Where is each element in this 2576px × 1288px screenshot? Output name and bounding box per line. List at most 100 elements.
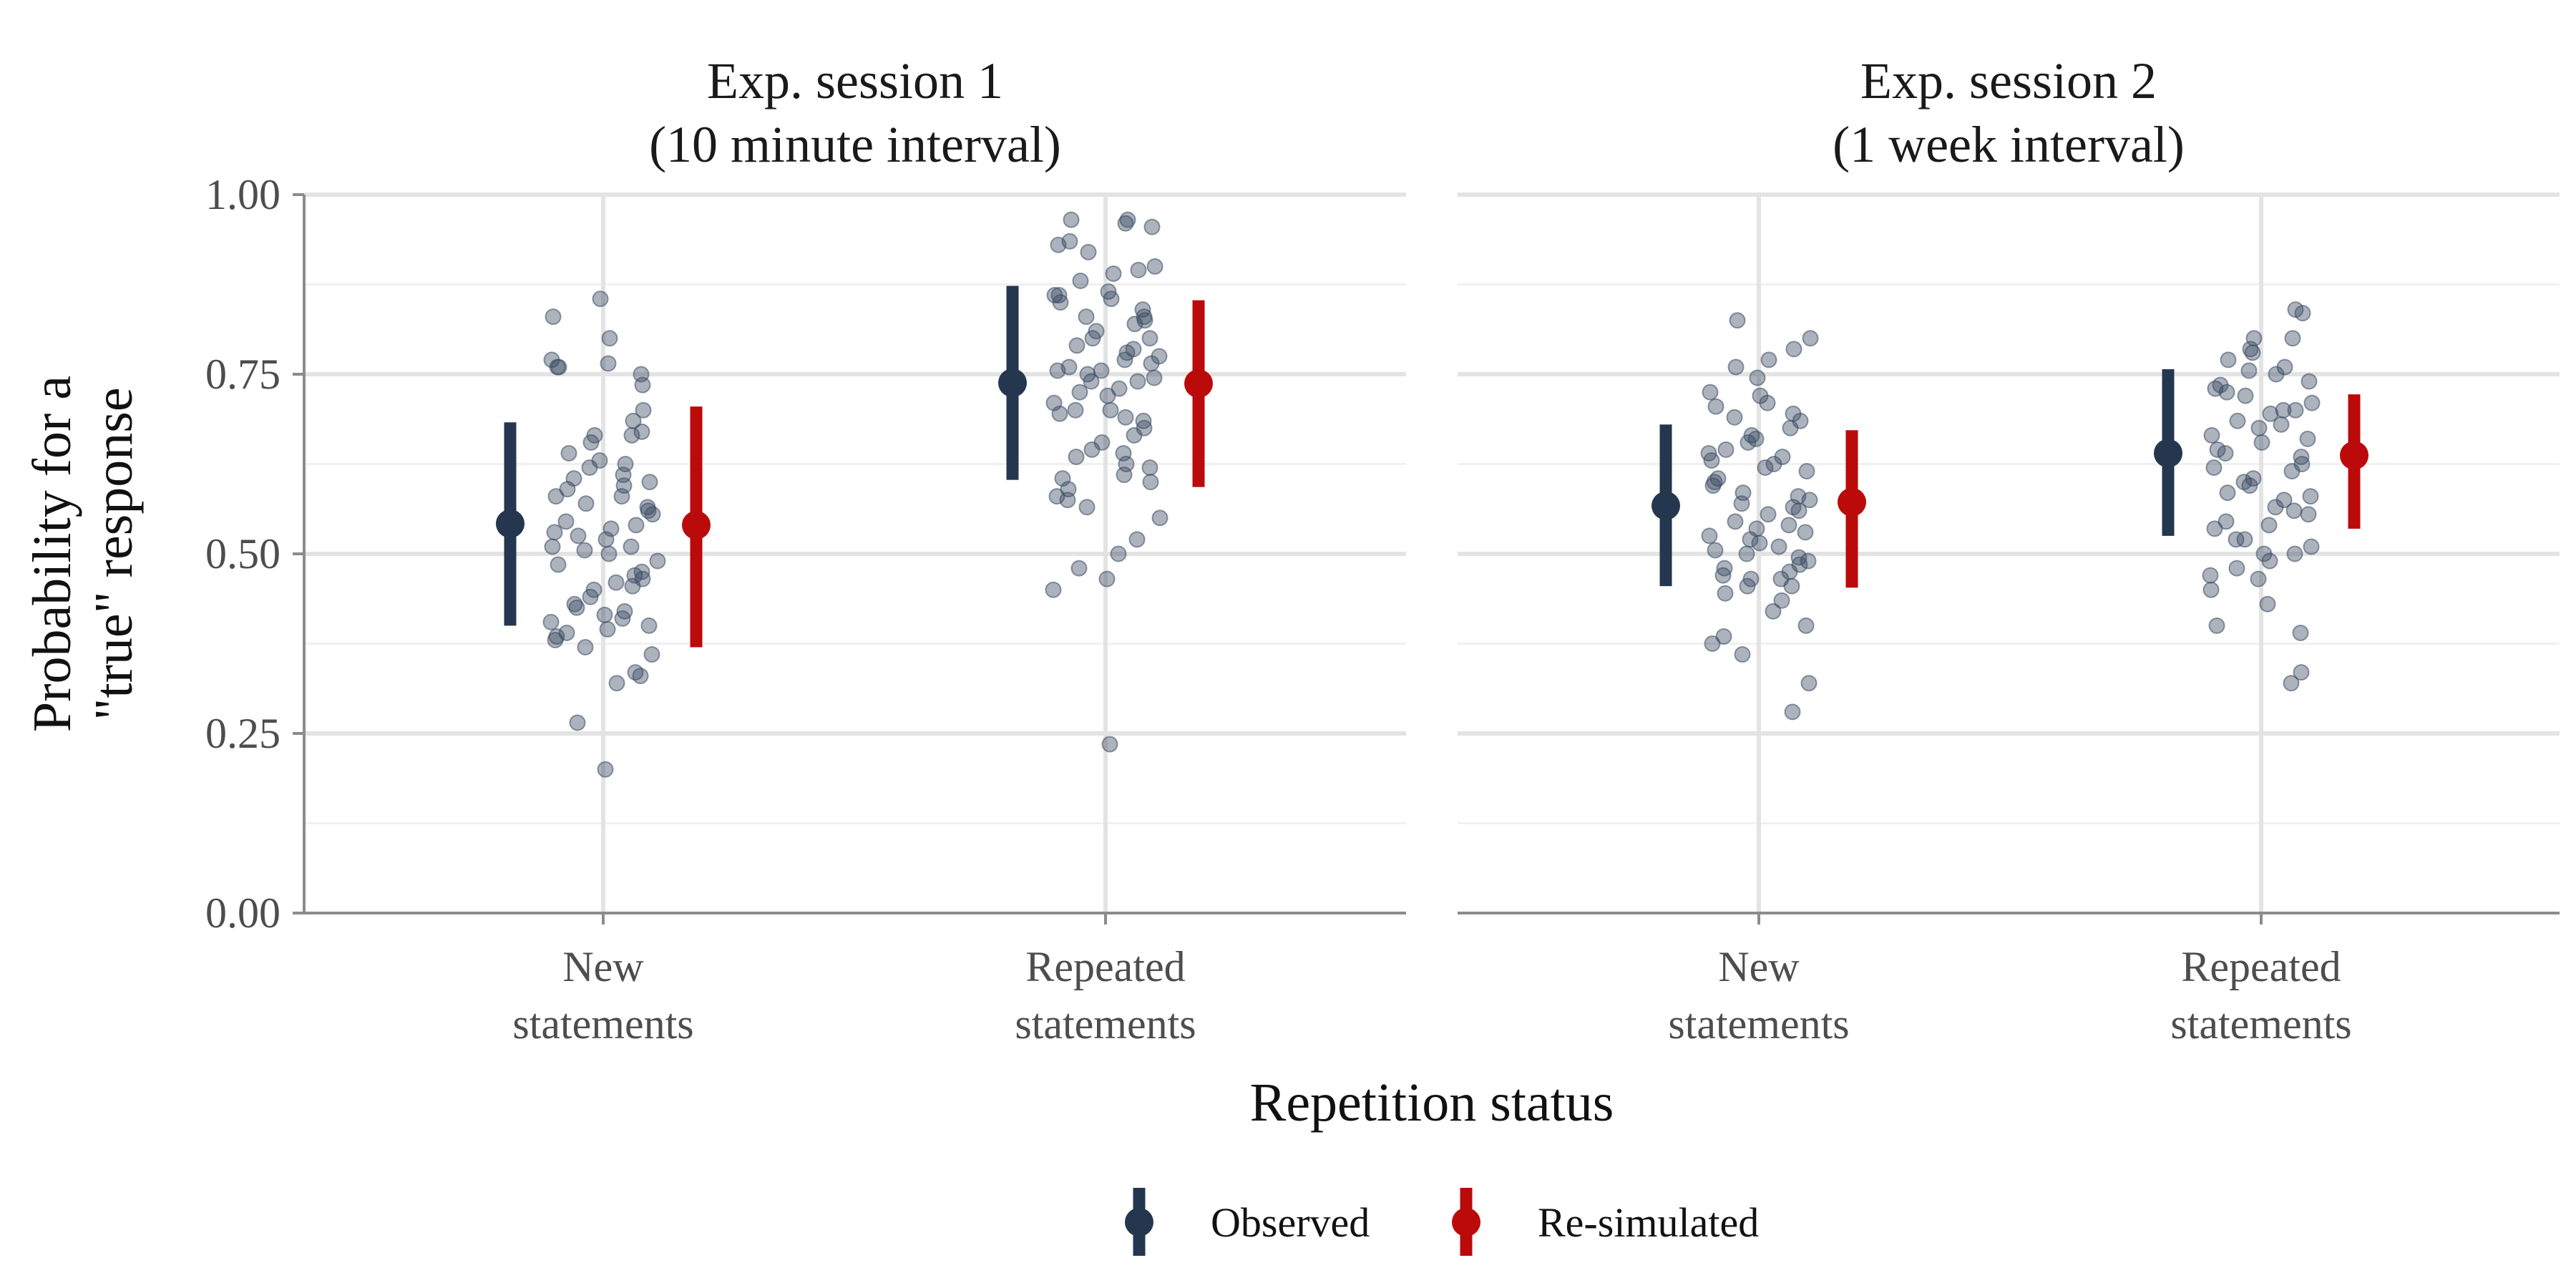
data-point <box>2275 401 2292 419</box>
data-point <box>1726 409 1743 426</box>
data-point <box>2202 581 2220 598</box>
data-point <box>1117 215 1134 232</box>
data-point <box>1078 308 1095 326</box>
data-point <box>1083 441 1101 458</box>
data-point <box>639 499 656 516</box>
data-point <box>635 401 652 419</box>
data-point <box>2302 488 2319 505</box>
data-point <box>1071 384 1088 401</box>
x-tick-label: statements <box>2170 1000 2351 1048</box>
y-tick-label: 0.50 <box>205 530 280 577</box>
data-point <box>623 538 640 555</box>
data-point <box>1800 675 1818 692</box>
data-point <box>1151 509 1169 527</box>
data-point <box>596 606 613 623</box>
data-point <box>1146 258 1163 275</box>
data-point <box>1765 456 1782 472</box>
data-point <box>2303 394 2321 411</box>
data-point <box>632 668 649 685</box>
y-axis-title-line-2: "true" response <box>84 387 144 720</box>
data-point <box>1701 527 1718 545</box>
observed-mean-point <box>1652 491 1680 520</box>
data-point <box>600 545 618 562</box>
data-point <box>1729 312 1746 329</box>
data-point <box>545 308 562 326</box>
data-point <box>1734 646 1751 663</box>
data-point <box>1105 265 1122 282</box>
data-point <box>599 620 616 638</box>
data-point <box>1141 330 1158 347</box>
data-point <box>1126 316 1143 333</box>
data-point <box>546 524 563 541</box>
data-point <box>597 531 615 548</box>
data-point <box>2294 305 2311 322</box>
data-point <box>1747 430 1765 447</box>
data-point <box>1773 592 1790 609</box>
data-point <box>1045 581 1062 598</box>
data-point <box>1102 401 1119 419</box>
data-point <box>1714 567 1732 584</box>
data-point <box>633 423 650 440</box>
resimulated-legend-key <box>1452 1208 1480 1236</box>
observed-mean-point <box>2154 439 2182 468</box>
legend-label: Re-simulated <box>1538 1199 1759 1246</box>
data-point <box>649 552 666 570</box>
data-point <box>2217 444 2234 462</box>
data-point <box>2259 595 2276 613</box>
data-point <box>2255 545 2273 562</box>
data-point <box>2240 362 2258 379</box>
data-point <box>1101 736 1118 753</box>
x-tick-label: statements <box>1015 1000 1196 1048</box>
data-point <box>1797 617 1815 634</box>
data-point <box>1797 524 1814 541</box>
data-point <box>577 639 594 656</box>
data-point <box>2293 664 2310 681</box>
resimulated-mean-point <box>682 510 711 540</box>
data-point <box>2283 463 2301 480</box>
data-point <box>600 355 617 372</box>
data-point <box>2219 484 2236 502</box>
data-point <box>557 513 575 530</box>
panel-title-line-2: (10 minute interval) <box>649 116 1061 173</box>
data-point <box>1751 535 1768 552</box>
data-point <box>2208 617 2225 634</box>
data-point <box>1702 384 1719 401</box>
data-point <box>1706 474 1723 491</box>
data-point <box>1068 337 1085 354</box>
data-point <box>1116 467 1133 484</box>
data-point <box>569 714 586 731</box>
data-point <box>1739 577 1756 595</box>
resimulated-mean-point <box>1838 487 1866 517</box>
data-point <box>577 495 595 512</box>
data-point <box>1050 236 1067 253</box>
data-point <box>1126 426 1143 444</box>
data-point <box>2237 387 2254 404</box>
x-tick-label: statements <box>512 1000 693 1048</box>
data-point <box>2286 545 2303 562</box>
x-axis-title: Repetition status <box>1250 1073 1614 1133</box>
legend: Observed Re-simulated <box>1125 1188 1759 1256</box>
data-point <box>1098 570 1116 587</box>
data-point <box>2267 499 2284 516</box>
data-point <box>560 444 577 462</box>
data-point <box>1141 459 1158 477</box>
data-point <box>1049 362 1066 379</box>
data-point <box>626 567 643 584</box>
data-point <box>1080 243 1097 260</box>
data-point <box>1110 545 1127 562</box>
data-point <box>547 488 565 505</box>
data-point <box>582 588 599 605</box>
data-point <box>608 675 625 692</box>
data-point <box>2301 373 2318 390</box>
data-point <box>1717 585 1734 602</box>
data-point <box>549 358 566 376</box>
data-point <box>1770 538 1787 555</box>
data-point <box>1103 291 1120 308</box>
data-point <box>2285 502 2303 519</box>
data-point <box>1054 470 1071 487</box>
data-point <box>1740 434 1757 451</box>
y-tick-label: 0.75 <box>205 351 280 398</box>
data-point <box>1125 341 1142 358</box>
data-point <box>1780 517 1797 534</box>
data-point <box>1070 560 1088 577</box>
